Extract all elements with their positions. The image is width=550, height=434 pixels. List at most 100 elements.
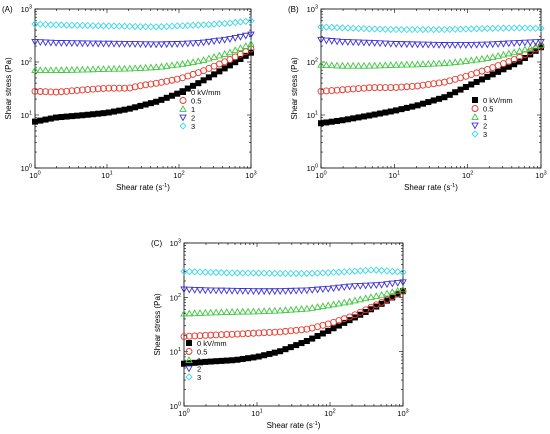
data-point	[378, 300, 385, 307]
plot-frame	[320, 8, 542, 169]
data-point	[360, 61, 368, 69]
data-point	[383, 267, 391, 275]
data-point	[394, 268, 402, 276]
data-point	[328, 118, 335, 125]
data-point	[105, 109, 112, 116]
data-point	[249, 307, 258, 315]
data-point	[41, 20, 50, 29]
data-point	[178, 22, 187, 30]
data-point	[381, 84, 389, 91]
data-point	[250, 354, 257, 361]
data-point	[211, 71, 218, 78]
data-point	[194, 57, 203, 65]
data-point	[435, 41, 443, 49]
data-point	[271, 269, 279, 278]
data-point	[89, 40, 97, 48]
data-point	[329, 285, 338, 293]
data-point	[292, 287, 300, 295]
data-point	[430, 80, 438, 88]
data-point	[335, 299, 343, 307]
data-point	[435, 25, 443, 34]
x-tick-label: 101	[101, 171, 112, 181]
data-point	[377, 290, 386, 298]
data-point	[217, 331, 225, 339]
data-point	[78, 40, 87, 48]
data-point	[287, 287, 295, 295]
data-point	[365, 39, 374, 47]
data-point	[131, 83, 139, 91]
data-point	[249, 269, 258, 277]
data-point	[335, 268, 343, 276]
data-point	[84, 86, 92, 94]
data-point	[260, 329, 268, 337]
data-point	[366, 112, 373, 119]
data-point	[104, 64, 113, 72]
data-point	[173, 22, 181, 30]
data-point	[233, 330, 241, 338]
data-point	[349, 39, 357, 47]
data-point	[287, 305, 295, 313]
data-point	[500, 66, 507, 73]
data-point	[414, 102, 421, 109]
data-point	[266, 329, 273, 336]
x-tick-label: 102	[173, 171, 184, 181]
data-point	[393, 107, 400, 114]
data-point	[110, 84, 118, 92]
data-point	[499, 50, 508, 58]
data-point	[213, 358, 220, 365]
data-point	[231, 18, 239, 27]
data-point	[381, 61, 390, 69]
data-point	[228, 287, 236, 295]
data-point	[403, 83, 411, 91]
data-point	[373, 303, 380, 310]
data-point	[121, 106, 128, 113]
legend-label: 3	[191, 122, 195, 131]
data-point	[141, 41, 150, 49]
data-point	[360, 39, 368, 47]
data-point	[376, 25, 384, 33]
panel-label: (A)	[2, 5, 13, 14]
series-1	[31, 45, 255, 96]
data-point	[136, 41, 145, 48]
data-point	[387, 108, 394, 115]
data-point	[57, 66, 66, 73]
data-point	[184, 40, 192, 48]
series-2	[31, 39, 255, 74]
data-point	[190, 286, 199, 294]
data-point	[413, 25, 422, 34]
data-point	[249, 288, 258, 296]
data-point	[276, 288, 284, 296]
data-point	[212, 308, 220, 316]
x-tick-label: 103	[397, 409, 408, 419]
data-point	[341, 319, 348, 326]
series-1	[317, 42, 545, 95]
data-point	[333, 86, 341, 94]
data-point	[382, 109, 389, 116]
data-point	[317, 23, 325, 31]
data-point	[365, 84, 373, 92]
data-point	[483, 41, 492, 49]
data-point	[83, 40, 92, 48]
data-point	[68, 87, 76, 95]
data-point	[308, 269, 316, 277]
data-point	[388, 293, 396, 301]
data-point	[354, 39, 363, 47]
data-point	[202, 358, 209, 365]
data-point	[100, 110, 107, 117]
data-point	[236, 33, 245, 41]
data-point	[228, 269, 236, 277]
data-point	[472, 41, 481, 49]
data-point	[537, 24, 545, 33]
data-point	[244, 330, 252, 337]
data-point	[489, 71, 496, 78]
data-point	[239, 330, 247, 338]
data-point	[328, 23, 336, 32]
data-point	[89, 65, 97, 73]
data-point	[152, 79, 160, 87]
data-point	[394, 291, 401, 298]
data-point	[168, 22, 176, 30]
data-point	[403, 41, 411, 49]
data-point	[247, 17, 255, 25]
data-point	[318, 120, 324, 127]
